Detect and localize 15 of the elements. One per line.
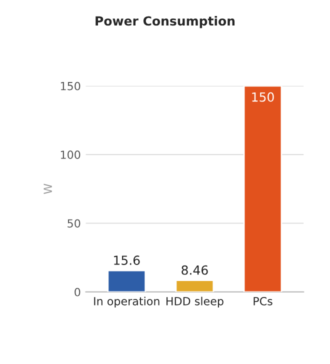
y-tick-label: 100 <box>60 150 80 159</box>
bar <box>107 270 146 292</box>
y-axis-title: W <box>44 184 52 194</box>
bar <box>243 86 282 292</box>
data-label: 8.46 <box>182 265 208 275</box>
y-tick-label: 0 <box>74 288 80 296</box>
data-label: 15.6 <box>114 256 140 265</box>
x-tick-label: PCs <box>254 296 272 306</box>
y-tick-label: 150 <box>60 82 80 90</box>
x-tick-label: HDD sleep <box>166 296 224 308</box>
chart-title: Power Consumption <box>96 16 235 28</box>
x-tick-label: In operation <box>94 296 160 308</box>
y-tick-label: 50 <box>68 219 80 228</box>
bar <box>175 280 214 292</box>
data-label: 150 <box>252 92 274 102</box>
